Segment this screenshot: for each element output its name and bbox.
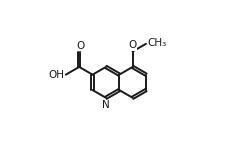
Text: N: N — [102, 100, 109, 111]
Text: O: O — [76, 41, 84, 51]
Text: O: O — [128, 40, 136, 50]
Text: CH₃: CH₃ — [147, 38, 166, 48]
Text: OH: OH — [48, 70, 64, 80]
